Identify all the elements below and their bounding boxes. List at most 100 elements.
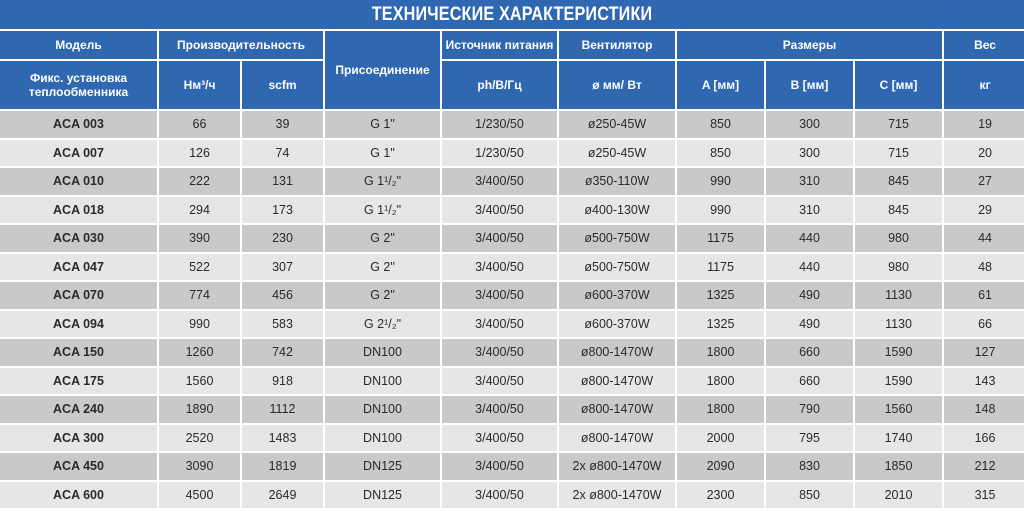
cell-dim-a: 2090 (677, 453, 765, 480)
cell-power: 3/400/50 (442, 196, 558, 223)
cell-model: ACA 010 (0, 168, 157, 195)
cell-fan: ø800-1470W (559, 424, 676, 451)
cell-dim-b: 300 (766, 111, 854, 138)
cell-connection: G 2" (325, 282, 441, 309)
header-power: Источник питания (442, 31, 558, 59)
table-row: ACA 007 126 74 G 1" 1/230/50 ø250-45W 850 300 71… (0, 139, 1024, 166)
cell-weight: 44 (944, 225, 1024, 252)
cell-connection: G 2" (325, 225, 441, 252)
cell-dim-b: 830 (766, 453, 854, 480)
cell-dim-b: 440 (766, 225, 854, 252)
table-row: ACA 047 522 307 G 2" 3/400/50 ø500-750W 1175 44… (0, 253, 1024, 280)
cell-fan: ø600-370W (559, 282, 676, 309)
cell-weight: 127 (944, 339, 1024, 366)
header-dim-a: A [мм] (677, 61, 765, 109)
cell-dim-c: 1130 (855, 310, 943, 337)
cell-weight: 27 (944, 168, 1024, 195)
cell-scfm: 583 (242, 310, 324, 337)
cell-dim-c: 1740 (855, 424, 943, 451)
table-row: ACA 094 990 583 G 2¹/₂" 3/400/50 ø600-370W 132… (0, 310, 1024, 337)
cell-model: ACA 300 (0, 424, 157, 451)
cell-dim-c: 1590 (855, 339, 943, 366)
cell-dim-a: 1800 (677, 367, 765, 394)
cell-fan: ø250-45W (559, 111, 676, 138)
page-title: ТЕХНИЧЕСКИЕ ХАРАКТЕРИСТИКИ (76, 0, 948, 29)
cell-dim-b: 660 (766, 367, 854, 394)
cell-nm3: 66 (159, 111, 240, 138)
cell-scfm: 173 (242, 196, 324, 223)
cell-dim-c: 1590 (855, 367, 943, 394)
cell-dim-c: 980 (855, 225, 943, 252)
cell-weight: 166 (944, 424, 1024, 451)
cell-weight: 29 (944, 196, 1024, 223)
cell-power: 1/230/50 (442, 111, 558, 138)
cell-power: 3/400/50 (442, 310, 558, 337)
cell-dim-b: 310 (766, 196, 854, 223)
header-dimensions: Размеры (677, 31, 943, 59)
cell-scfm: 230 (242, 225, 324, 252)
cell-scfm: 456 (242, 282, 324, 309)
cell-fan: ø800-1470W (559, 339, 676, 366)
cell-weight: 19 (944, 111, 1024, 138)
cell-dim-b: 850 (766, 481, 854, 508)
table-row: ACA 150 1260 742 DN100 3/400/50 ø800-1470W 180… (0, 339, 1024, 366)
cell-nm3: 222 (159, 168, 240, 195)
cell-fan: ø800-1470W (559, 396, 676, 423)
cell-dim-a: 1325 (677, 310, 765, 337)
table-row: ACA 003 66 39 G 1" 1/230/50 ø250-45W 850 300 715… (0, 111, 1024, 138)
header-fan: Вентилятор (559, 31, 676, 59)
cell-power: 3/400/50 (442, 396, 558, 423)
cell-weight: 48 (944, 253, 1024, 280)
cell-scfm: 2649 (242, 481, 324, 508)
cell-dim-a: 850 (677, 111, 765, 138)
cell-nm3: 990 (159, 310, 240, 337)
table-row: ACA 450 3090 1819 DN125 3/400/50 2x ø800-1470… (0, 453, 1024, 480)
cell-dim-a: 990 (677, 168, 765, 195)
table-row: ACA 240 1890 1112 DN100 3/400/50 ø800-1470W 18… (0, 396, 1024, 423)
cell-dim-b: 660 (766, 339, 854, 366)
table-row: ACA 600 4500 2649 DN125 3/400/50 2x ø800-1470… (0, 481, 1024, 508)
cell-scfm: 1819 (242, 453, 324, 480)
cell-scfm: 1112 (242, 396, 324, 423)
header-model: Модель (0, 31, 157, 59)
header-weight: Вес (944, 31, 1024, 59)
cell-power: 3/400/50 (442, 453, 558, 480)
cell-connection: DN100 (325, 424, 441, 451)
header-model-sub: Фикс. установка теплообменника (0, 61, 157, 109)
cell-nm3: 1560 (159, 367, 240, 394)
cell-dim-a: 2000 (677, 424, 765, 451)
cell-model: ACA 175 (0, 367, 157, 394)
cell-dim-c: 715 (855, 111, 943, 138)
cell-scfm: 918 (242, 367, 324, 394)
cell-dim-c: 845 (855, 168, 943, 195)
cell-model: ACA 070 (0, 282, 157, 309)
cell-fan: ø600-370W (559, 310, 676, 337)
cell-power: 3/400/50 (442, 339, 558, 366)
cell-connection: G 2¹/₂" (325, 310, 441, 337)
cell-dim-b: 310 (766, 168, 854, 195)
cell-power: 3/400/50 (442, 424, 558, 451)
table-row: ACA 030 390 230 G 2" 3/400/50 ø500-750W 1175 44… (0, 225, 1024, 252)
table-row: ACA 300 2520 1483 DN100 3/400/50 ø800-1470W 20… (0, 424, 1024, 451)
specs-table: Модель Производительность Присоединение … (0, 29, 1024, 510)
cell-scfm: 742 (242, 339, 324, 366)
cell-connection: G 1¹/₂" (325, 196, 441, 223)
cell-connection: G 1" (325, 139, 441, 166)
cell-nm3: 390 (159, 225, 240, 252)
cell-power: 3/400/50 (442, 253, 558, 280)
header-connection: Присоединение (325, 31, 441, 109)
cell-fan: ø800-1470W (559, 367, 676, 394)
cell-dim-a: 1800 (677, 396, 765, 423)
cell-power: 3/400/50 (442, 225, 558, 252)
cell-weight: 61 (944, 282, 1024, 309)
cell-weight: 315 (944, 481, 1024, 508)
cell-weight: 212 (944, 453, 1024, 480)
cell-model: ACA 094 (0, 310, 157, 337)
cell-connection: DN125 (325, 453, 441, 480)
cell-dim-a: 1325 (677, 282, 765, 309)
cell-nm3: 4500 (159, 481, 240, 508)
cell-fan: ø500-750W (559, 225, 676, 252)
header-scfm: scfm (242, 61, 324, 109)
cell-dim-a: 2300 (677, 481, 765, 508)
cell-model: ACA 450 (0, 453, 157, 480)
